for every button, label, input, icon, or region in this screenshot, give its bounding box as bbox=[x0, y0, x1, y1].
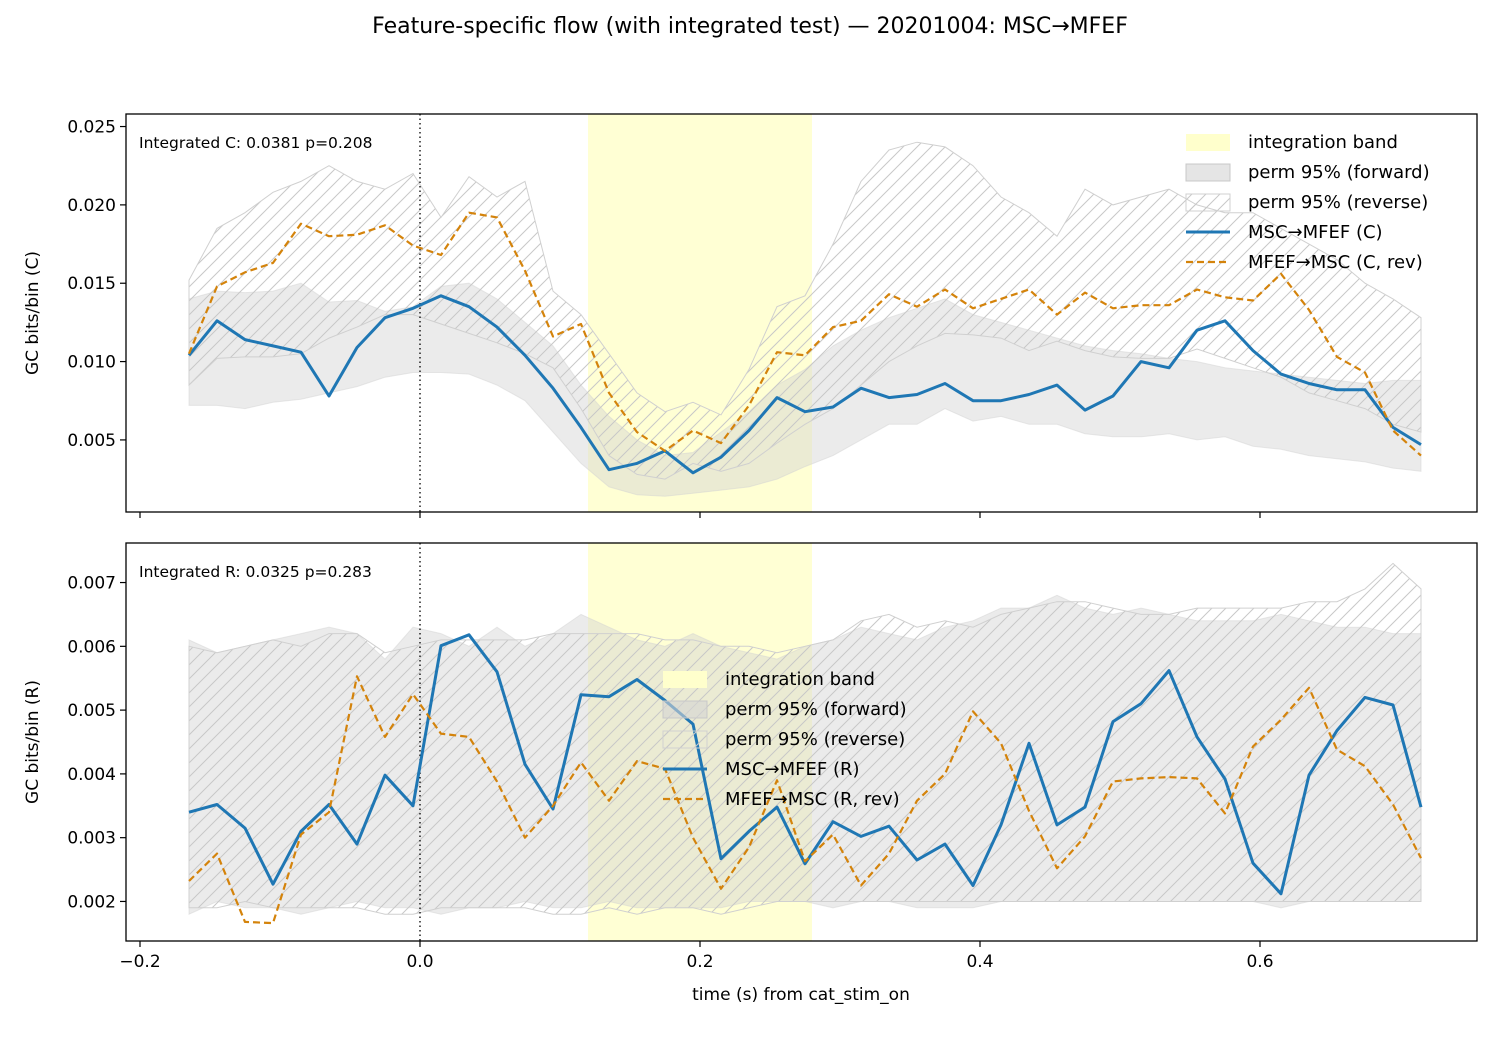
legend-swatch-reverse bbox=[1185, 193, 1231, 212]
integrated-annotation: Integrated C: 0.0381 p=0.208 bbox=[139, 134, 372, 152]
legend-swatch-forward bbox=[1185, 163, 1231, 182]
series-forward-line bbox=[187, 294, 1422, 475]
figure-title: Feature-specific flow (with integrated t… bbox=[372, 14, 1128, 39]
legend: integration band perm 95% (forward) perm 9… bbox=[1185, 132, 1430, 273]
x-tick-label: −0.2 bbox=[119, 952, 160, 972]
x-tick-label: 0.4 bbox=[966, 952, 993, 972]
y-axis-label: GC bits/bin (C) bbox=[23, 251, 43, 375]
y-axis-label: GC bits/bin (R) bbox=[23, 680, 43, 804]
legend-swatch-forward bbox=[662, 700, 708, 719]
y-tick-label: 0.015 bbox=[67, 274, 116, 294]
legend-swatch-reverse bbox=[662, 730, 708, 749]
legend-label: perm 95% (reverse) bbox=[725, 729, 905, 750]
legend: integration band perm 95% (forward) perm 9… bbox=[662, 669, 907, 810]
legend-label: perm 95% (reverse) bbox=[1248, 192, 1428, 213]
x-axis-label: time (s) from cat_stim_on bbox=[692, 985, 910, 1005]
legend-label: MSC→MFEF (R) bbox=[725, 759, 860, 780]
series-reverse-line bbox=[188, 675, 1422, 925]
perm-reverse-band bbox=[188, 141, 1422, 480]
legend-swatch-integration bbox=[1186, 134, 1230, 151]
plot-area bbox=[188, 543, 1423, 941]
legend-label: MFEF→MSC (R, rev) bbox=[725, 789, 900, 810]
legend-label: integration band bbox=[725, 669, 875, 690]
y-tick-label: 0.025 bbox=[67, 118, 116, 138]
y-tick-label: 0.010 bbox=[67, 353, 116, 373]
axes-frame bbox=[125, 542, 1478, 942]
panel-r: −0.2 0.0 0.2 0.4 0.6 0.002 0.003 0.004 0.005 0.00… bbox=[23, 542, 1478, 972]
legend-label: integration band bbox=[1248, 132, 1398, 153]
x-tick-label: 0.2 bbox=[686, 952, 713, 972]
y-tick-label: 0.007 bbox=[67, 574, 116, 594]
y-tick-label: 0.006 bbox=[67, 637, 116, 657]
series-forward-line bbox=[188, 633, 1423, 896]
y-tick-label: 0.002 bbox=[67, 892, 116, 912]
legend-label: perm 95% (forward) bbox=[1248, 162, 1430, 183]
y-tick-label: 0.005 bbox=[67, 431, 116, 451]
x-tick-label: 0.6 bbox=[1246, 952, 1273, 972]
legend-label: perm 95% (forward) bbox=[725, 699, 907, 720]
y-tick-label: 0.020 bbox=[67, 196, 116, 216]
y-tick-label: 0.004 bbox=[67, 765, 116, 785]
plot-area bbox=[187, 114, 1422, 512]
series-reverse-line bbox=[187, 211, 1422, 457]
integrated-annotation: Integrated R: 0.0325 p=0.283 bbox=[139, 563, 372, 581]
y-tick-label: 0.003 bbox=[67, 829, 116, 849]
y-tick-label: 0.005 bbox=[67, 701, 116, 721]
legend-label: MSC→MFEF (C) bbox=[1248, 222, 1383, 243]
legend-label: MFEF→MSC (C, rev) bbox=[1248, 252, 1423, 273]
panel-c: 0.005 0.010 0.015 0.020 0.025 GC bits/bin (C)… bbox=[23, 113, 1478, 518]
x-tick-label: 0.0 bbox=[406, 952, 433, 972]
legend-swatch-integration bbox=[663, 671, 707, 688]
axes-frame bbox=[125, 113, 1478, 513]
perm-reverse-band bbox=[188, 562, 1422, 915]
